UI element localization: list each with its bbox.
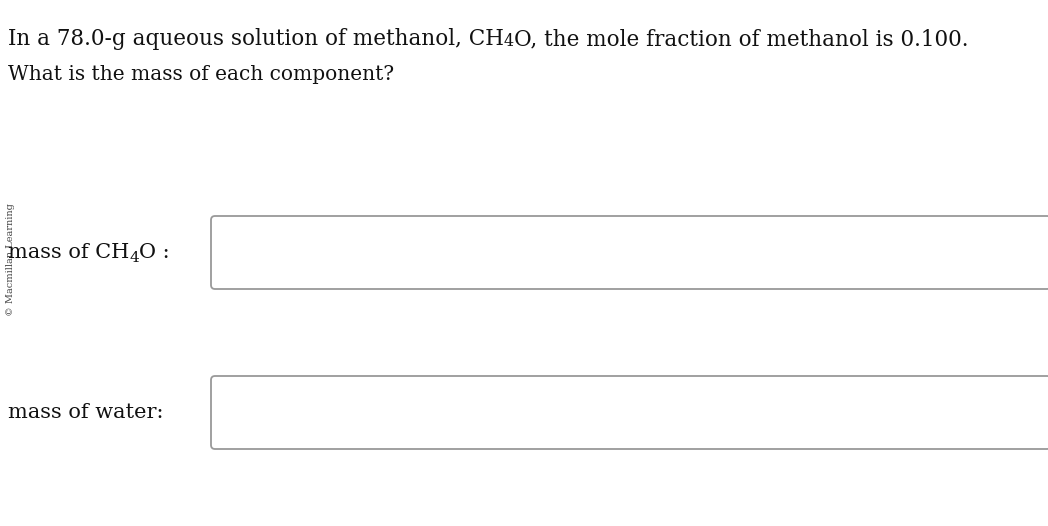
Text: In a 78.0-g aqueous solution of methanol, CH: In a 78.0-g aqueous solution of methanol… (8, 28, 504, 50)
FancyBboxPatch shape (211, 216, 1048, 289)
Text: mass of water:: mass of water: (8, 403, 163, 422)
Text: O, the mole fraction of methanol is 0.100.: O, the mole fraction of methanol is 0.10… (515, 28, 968, 50)
FancyBboxPatch shape (211, 376, 1048, 449)
Text: O :: O : (139, 243, 170, 262)
Text: 4: 4 (504, 33, 515, 50)
Text: What is the mass of each component?: What is the mass of each component? (8, 65, 394, 84)
Text: mass of CH: mass of CH (8, 243, 129, 262)
Text: 4: 4 (129, 250, 139, 265)
Text: © Macmillan Learning: © Macmillan Learning (6, 204, 15, 317)
